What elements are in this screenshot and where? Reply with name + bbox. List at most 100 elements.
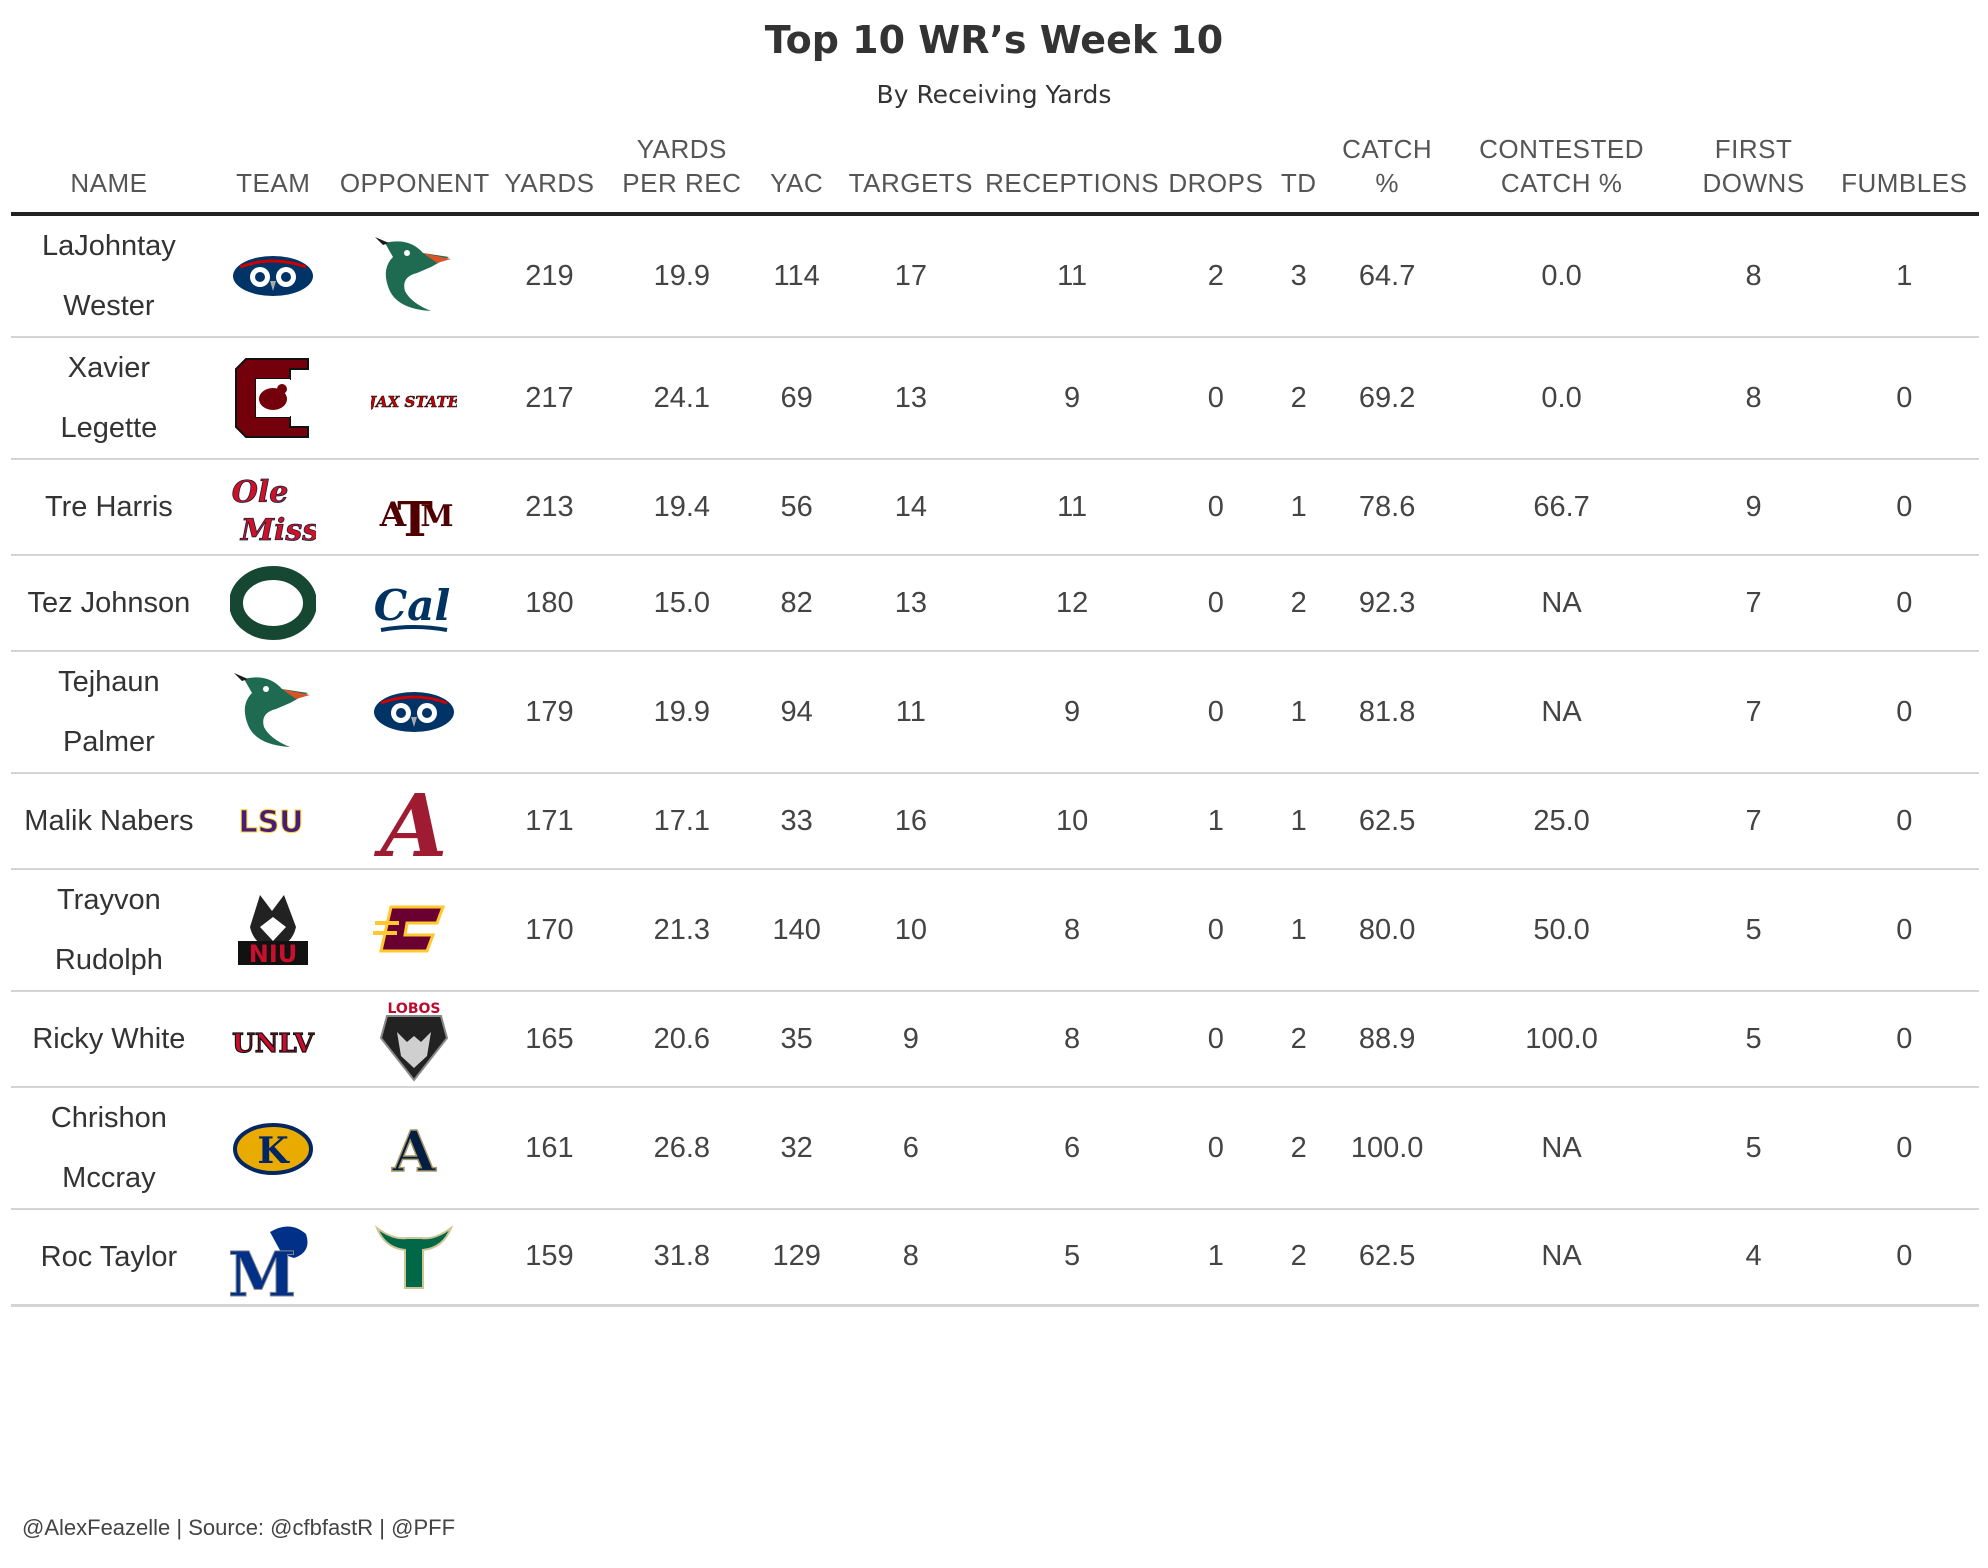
stat-contested: NA xyxy=(1445,1209,1678,1307)
team-logo-cell: LSU xyxy=(206,773,340,870)
unlv-logo: UNLV xyxy=(232,1028,316,1059)
player-name-cell: Xavier Legette xyxy=(11,337,207,460)
fau-owl-logo xyxy=(233,256,314,296)
column-header-first-downs: FIRST DOWNS xyxy=(1677,130,1830,216)
stat-first-downs: 5 xyxy=(1677,869,1830,992)
stat-yac: 32 xyxy=(752,1087,841,1210)
stat-first-downs: 8 xyxy=(1677,214,1830,338)
stat-fumbles: 0 xyxy=(1829,555,1979,652)
niu-husky-logo: NIU xyxy=(238,895,309,968)
stat-td: 2 xyxy=(1268,337,1329,460)
svg-text:A: A xyxy=(373,778,447,864)
player-name-line: Chrishon xyxy=(50,1102,167,1134)
stat-receptions: 11 xyxy=(981,214,1164,338)
alabama-logo: A xyxy=(373,778,447,864)
player-name-line: Wester xyxy=(63,290,155,322)
player-name-cell: Tre Harris xyxy=(11,459,207,556)
team-logo: M xyxy=(230,1214,316,1300)
stat-yac: 140 xyxy=(752,869,841,992)
stat-first-downs: 4 xyxy=(1677,1209,1830,1307)
column-header-yards-per-rec: YARDS PER REC xyxy=(610,130,753,216)
player-name-line: Xavier xyxy=(67,352,150,384)
stat-fumbles: 0 xyxy=(1829,1209,1979,1307)
column-header-name: NAME xyxy=(11,130,207,216)
team-logo xyxy=(230,233,316,319)
chart-title: Top 10 WR’s Week 10 xyxy=(764,18,1224,62)
opponent-logo xyxy=(371,887,457,973)
column-header-line: PER REC xyxy=(622,168,742,198)
table-row: Chrishon Mccray K A 161 26.8 32 6 6 0 2 100.0 NA 5 0 xyxy=(11,1087,1979,1210)
column-header-receptions: RECEPTIONS xyxy=(981,130,1164,216)
stat-receptions: 8 xyxy=(981,991,1164,1088)
team-logo xyxy=(230,355,316,441)
player-name-line: Tejhaun xyxy=(58,666,160,698)
opponent-logo: A xyxy=(371,778,457,864)
stat-fumbles: 0 xyxy=(1829,459,1979,556)
stat-ypr: 19.4 xyxy=(610,459,753,556)
table-row: Tre Harris Ole Miss A T M 213 19.4 56 14 11 0 1 78.6 6… xyxy=(11,459,1979,556)
stat-first-downs: 7 xyxy=(1677,651,1830,774)
svg-text:UNLV: UNLV xyxy=(232,1029,315,1059)
stat-drops: 0 xyxy=(1163,651,1269,774)
opponent-logo-cell: Cal xyxy=(339,555,488,652)
svg-text:Cal: Cal xyxy=(374,581,451,630)
team-logo-cell xyxy=(206,337,340,460)
svg-text:Miss: Miss xyxy=(240,513,316,548)
kent-state-logo: K xyxy=(233,1123,314,1175)
team-logo-cell: M xyxy=(206,1209,340,1307)
stat-fumbles: 0 xyxy=(1829,1087,1979,1210)
column-header-line: % xyxy=(1375,168,1399,198)
player-name-line: Mccray xyxy=(62,1162,156,1194)
stat-catch-pct: 78.6 xyxy=(1328,459,1446,556)
team-logo-cell xyxy=(206,555,340,652)
player-name-line: Palmer xyxy=(62,726,155,758)
player-name-cell: LaJohntay Wester xyxy=(11,214,207,338)
column-header-drops: DROPS xyxy=(1163,130,1269,216)
table-row: Xavier Legette JAX STATE 217 24.1 69 13 9 0 2 69.2… xyxy=(11,337,1979,460)
stat-ypr: 21.3 xyxy=(610,869,753,992)
opponent-logo-cell xyxy=(339,1209,488,1307)
stat-targets: 13 xyxy=(840,555,982,652)
column-header-line: FIRST xyxy=(1714,134,1793,164)
stat-yards: 171 xyxy=(487,773,611,870)
svg-text:M: M xyxy=(230,1238,296,1300)
stat-first-downs: 5 xyxy=(1677,1087,1830,1210)
stat-fumbles: 0 xyxy=(1829,651,1979,774)
column-header-line: TEAM xyxy=(236,168,311,198)
header-row: NAME TEAM OPPONENT YARDS YARDS PER REC YAC TARG… xyxy=(11,130,1979,216)
opponent-logo: A xyxy=(371,1105,457,1191)
stat-fumbles: 1 xyxy=(1829,214,1979,338)
svg-text:JAX STATE: JAX STATE xyxy=(371,393,457,411)
stat-contested: 0.0 xyxy=(1445,337,1678,460)
stat-yards: 180 xyxy=(487,555,611,652)
stat-drops: 0 xyxy=(1163,869,1269,992)
stat-receptions: 11 xyxy=(981,459,1164,556)
player-name-line: Ricky White xyxy=(32,1023,186,1055)
stat-targets: 16 xyxy=(840,773,982,870)
chart-subtitle: By Receiving Yards xyxy=(876,80,1112,109)
team-logo-cell: UNLV xyxy=(206,991,340,1088)
table-row: Tejhaun Palmer 179 19.9 94 11 9 0 1 81.8 NA 7 0 xyxy=(11,651,1979,774)
stat-receptions: 8 xyxy=(981,869,1164,992)
stat-receptions: 12 xyxy=(981,555,1164,652)
stat-fumbles: 0 xyxy=(1829,773,1979,870)
stat-fumbles: 0 xyxy=(1829,337,1979,460)
table-row: Ricky White UNLV LOBOS 165 20.6 35 9 8 0 2 88.9 100… xyxy=(11,991,1979,1088)
team-logo-cell: Ole Miss xyxy=(206,459,340,556)
team-logo xyxy=(230,669,316,755)
svg-text:A: A xyxy=(391,1119,437,1185)
column-header-line: CONTESTED xyxy=(1479,134,1644,164)
stat-td: 3 xyxy=(1268,214,1329,338)
opponent-logo-cell: A xyxy=(339,1087,488,1210)
svg-text:NIU: NIU xyxy=(249,940,298,968)
stat-contested: NA xyxy=(1445,1087,1678,1210)
opponent-logo xyxy=(371,233,457,319)
stat-catch-pct: 64.7 xyxy=(1328,214,1446,338)
column-header-line: CATCH % xyxy=(1500,168,1623,198)
column-header-yac: YAC xyxy=(752,130,841,216)
stat-yac: 94 xyxy=(752,651,841,774)
stat-contested: 100.0 xyxy=(1445,991,1678,1088)
player-name-cell: Tez Johnson xyxy=(11,555,207,652)
player-name-cell: Chrishon Mccray xyxy=(11,1087,207,1210)
